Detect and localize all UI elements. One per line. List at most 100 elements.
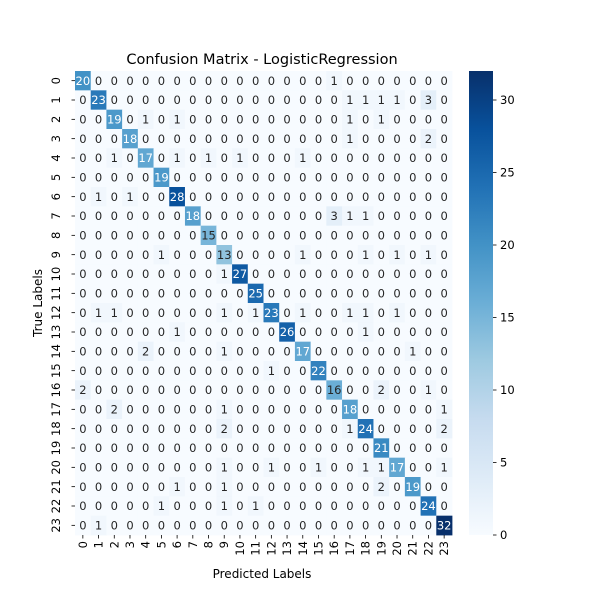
cell-value-label: 0 (189, 287, 196, 301)
cell-value-label: 0 (362, 441, 369, 455)
heatmap-cell (232, 245, 249, 265)
heatmap-cell (357, 457, 374, 478)
heatmap-cell (153, 148, 170, 169)
cell-value-label: 1 (173, 113, 180, 127)
cell-value-label: 0 (221, 113, 228, 127)
cell-value-label: 0 (299, 519, 306, 533)
cell-value-label: 0 (142, 171, 149, 185)
cell-value-label: 0 (252, 267, 259, 281)
heatmap-cell (357, 515, 374, 536)
heatmap-cell (137, 361, 154, 381)
cell-value-label: 0 (126, 461, 133, 475)
heatmap-cell (90, 148, 107, 169)
heatmap-cell (232, 225, 249, 246)
heatmap-cell (389, 399, 406, 420)
heatmap-cell (153, 129, 170, 149)
heatmap-cell (153, 341, 170, 362)
cell-value-label: 0 (126, 422, 133, 436)
heatmap-cell (326, 206, 343, 227)
cell-value-label: 0 (158, 229, 165, 243)
cell-value-label: 0 (142, 306, 149, 320)
heatmap-cell (326, 496, 343, 517)
heatmap-cell (294, 245, 312, 265)
cell-value-label: 0 (268, 480, 275, 494)
heatmap-cell (420, 438, 437, 459)
x-tick-label: 10 (233, 541, 247, 556)
cell-value-label: 0 (362, 403, 369, 417)
heatmap-cell (137, 457, 154, 478)
cell-value-label: 0 (378, 171, 385, 185)
heatmap-cell (436, 90, 453, 111)
heatmap-cell (247, 438, 264, 459)
cell-value-label: 0 (95, 422, 102, 436)
cell-value-label: 0 (236, 364, 243, 378)
cell-value-label: 0 (299, 287, 306, 301)
heatmap-cell (294, 148, 312, 169)
heatmap-cell (75, 109, 92, 130)
heatmap-cell (294, 264, 312, 285)
cell-value-label: 0 (236, 306, 243, 320)
cell-value-label: 0 (158, 325, 165, 339)
cell-value-label: 0 (283, 171, 290, 185)
cell-value-label: 0 (158, 74, 165, 88)
cell-value-label: 0 (393, 325, 400, 339)
cell-value-label: 0 (173, 171, 180, 185)
cell-value-label: 0 (425, 171, 432, 185)
cell-value-label: 0 (252, 383, 259, 397)
heatmap-cell (294, 361, 312, 381)
cell-value-label: 0 (95, 461, 102, 475)
cell-value-label: 0 (331, 132, 338, 146)
cell-value-label: 0 (236, 93, 243, 107)
heatmap-cell (279, 264, 296, 285)
heatmap-cell (326, 283, 343, 304)
heatmap-cell (216, 477, 233, 497)
heatmap-cell (326, 399, 343, 420)
cell-value-label: 0 (95, 248, 102, 262)
cell-value-label: 0 (126, 171, 133, 185)
heatmap-cell (263, 129, 280, 149)
x-axis-ticks: 0 1 2 3 4 5 6 7 8 9 10 11 12 13 14 15 16 17 18 19 20 21 22 23 (76, 535, 451, 556)
cell-value-label: 19 (107, 113, 122, 127)
cell-value-label: 0 (79, 499, 86, 513)
cell-value-label: 0 (205, 132, 212, 146)
cell-value-label: 0 (252, 480, 259, 494)
heatmap-cell (169, 496, 186, 517)
cell-value-label: 0 (283, 422, 290, 436)
cell-value-label: 3 (425, 93, 432, 107)
cell-value-label: 0 (236, 132, 243, 146)
cell-value-label: 0 (173, 403, 180, 417)
cell-value-label: 0 (173, 519, 180, 533)
cell-value-label: 1 (362, 461, 369, 475)
heatmap-cell (200, 515, 217, 536)
cell-value-label: 26 (280, 325, 295, 339)
heatmap-cell (137, 90, 154, 111)
heatmap-cell (137, 129, 154, 149)
cell-value-label: 0 (299, 383, 306, 397)
heatmap-cell (389, 515, 406, 536)
heatmap-cell (247, 380, 264, 401)
heatmap-cell (420, 283, 437, 304)
heatmap-cell (232, 515, 249, 536)
heatmap-cell (90, 496, 107, 517)
cell-value-label: 0 (315, 345, 322, 359)
heatmap-cell (279, 109, 296, 130)
x-tick-label: 21 (406, 541, 420, 556)
cell-value-label: 0 (393, 229, 400, 243)
heatmap-cells (75, 71, 453, 536)
cell-value-label: 0 (189, 151, 196, 165)
cell-value-label: 0 (158, 345, 165, 359)
heatmap-cell (342, 283, 359, 304)
cell-value-label: 0 (393, 132, 400, 146)
cell-value-label: 0 (440, 132, 447, 146)
heatmap-cell (169, 206, 186, 227)
y-tick-label: 20 (49, 460, 63, 475)
cell-value-label: 0 (331, 325, 338, 339)
cell-value-label: 0 (425, 209, 432, 223)
cell-value-label: 0 (126, 519, 133, 533)
cell-value-label: 1 (393, 248, 400, 262)
cell-value-label: 17 (295, 345, 310, 359)
heatmap-cell (247, 457, 264, 478)
cell-value-label: 0 (189, 113, 196, 127)
heatmap-cell (279, 496, 296, 517)
cell-value-label: 0 (126, 151, 133, 165)
